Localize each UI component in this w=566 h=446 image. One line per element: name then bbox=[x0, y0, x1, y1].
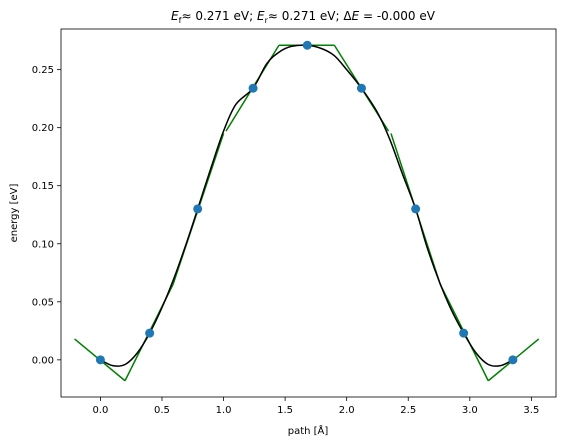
title-de-symbol: E bbox=[352, 9, 360, 23]
title-er-sub: r bbox=[265, 16, 269, 25]
energy-curve bbox=[100, 44, 514, 367]
image-point bbox=[411, 204, 421, 214]
x-tick-label: 1.0 bbox=[216, 405, 232, 416]
title-ef-symbol: E bbox=[171, 9, 179, 23]
y-axis: 0.00 0.05 0.10 0.15 0.20 0.25 bbox=[32, 65, 61, 366]
image-point bbox=[356, 83, 366, 93]
x-axis-label: path [Å] bbox=[288, 424, 329, 437]
image-point bbox=[302, 40, 312, 50]
y-tick-label: 0.20 bbox=[32, 123, 54, 134]
image-point bbox=[508, 355, 518, 365]
y-tick-label: 0.25 bbox=[32, 65, 54, 76]
x-tick-label: 3.0 bbox=[462, 405, 478, 416]
image-point bbox=[459, 328, 469, 338]
title-ef-sub: f bbox=[179, 16, 182, 25]
x-tick-label: 2.0 bbox=[339, 405, 355, 416]
y-tick-label: 0.10 bbox=[32, 239, 54, 250]
x-tick-label: 0.5 bbox=[154, 405, 170, 416]
image-point bbox=[193, 204, 203, 214]
x-tick-label: 2.5 bbox=[400, 405, 416, 416]
y-tick-label: 0.00 bbox=[32, 355, 54, 366]
title-er-value: ≈ 0.271 eV; Δ bbox=[268, 9, 352, 23]
y-tick-label: 0.15 bbox=[32, 181, 54, 192]
tangent-lines bbox=[74, 44, 540, 382]
x-tick-label: 0.0 bbox=[92, 405, 108, 416]
image-point bbox=[95, 355, 105, 365]
chart-title: Ef≈ 0.271 eV; Er≈ 0.271 eV; ΔE = -0.000 … bbox=[171, 9, 436, 25]
x-axis: 0.0 0.5 1.0 1.5 2.0 2.5 3.0 3.5 bbox=[92, 397, 539, 416]
x-tick-label: 3.5 bbox=[523, 405, 539, 416]
title-ef-value: ≈ 0.271 eV; bbox=[181, 9, 257, 23]
image-point bbox=[248, 83, 258, 93]
title-de-value: = -0.000 eV bbox=[359, 9, 436, 23]
x-tick-label: 1.5 bbox=[277, 405, 293, 416]
image-points bbox=[95, 40, 518, 365]
plot-frame bbox=[60, 28, 557, 398]
y-axis-label: energy [eV] bbox=[9, 183, 20, 242]
title-er-symbol: E bbox=[257, 9, 265, 23]
y-tick-label: 0.05 bbox=[32, 297, 54, 308]
image-point bbox=[145, 328, 155, 338]
